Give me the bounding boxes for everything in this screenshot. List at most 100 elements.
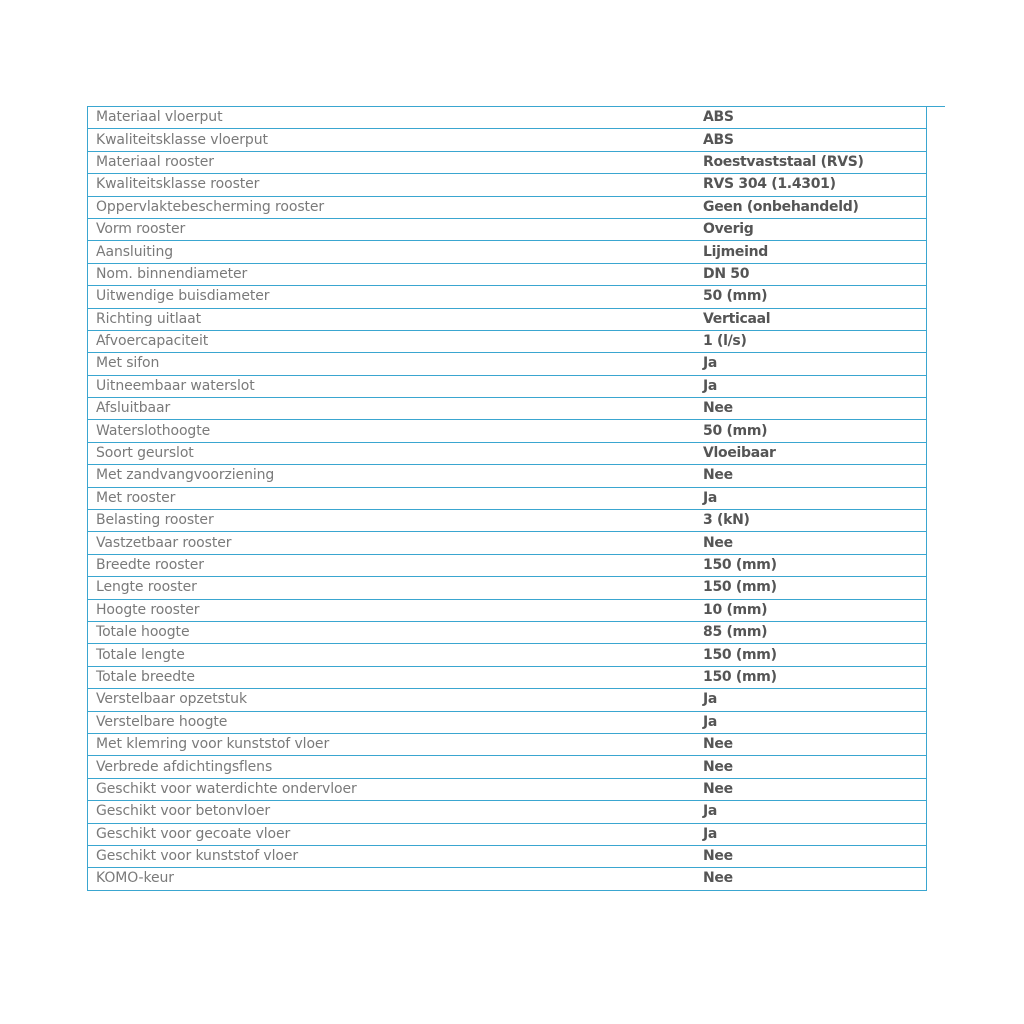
spec-label: KOMO-keur	[87, 867, 695, 891]
spec-value: Nee	[695, 755, 927, 779]
spec-value: 150 (mm)	[695, 643, 927, 667]
spec-value: Nee	[695, 464, 927, 488]
spec-label: Met klemring voor kunststof vloer	[87, 732, 695, 756]
spec-row: Aansluiting Lijmeind	[87, 240, 927, 264]
spec-label: Geschikt voor betonvloer	[87, 800, 695, 823]
spec-label: Verstelbare hoogte	[87, 710, 695, 734]
spec-value: 3 (kN)	[695, 509, 927, 532]
spec-row: Uitwendige buisdiameter 50 (mm)	[87, 285, 927, 309]
spec-label: Geschikt voor kunststof vloer	[87, 844, 695, 868]
specifications-table: Materiaal vloerput ABS Kwaliteitsklasse vl…	[87, 105, 927, 891]
spec-row: Richting uitlaat Verticaal	[87, 307, 927, 331]
spec-label: Verstelbaar opzetstuk	[87, 688, 695, 712]
spec-row: Waterslothoogte 50 (mm)	[87, 419, 927, 443]
spec-value: 50 (mm)	[695, 419, 927, 443]
spec-row: Met rooster Ja	[87, 486, 927, 510]
spec-value: Nee	[695, 531, 927, 555]
spec-value: Ja	[695, 800, 927, 823]
spec-value: Nee	[695, 777, 927, 801]
spec-label: Uitwendige buisdiameter	[87, 285, 695, 309]
spec-row: Geschikt voor kunststof vloer Nee	[87, 844, 927, 868]
spec-value: Ja	[695, 374, 927, 398]
spec-value: Roestvaststaal (RVS)	[695, 150, 927, 174]
spec-label: Soort geurslot	[87, 441, 695, 465]
spec-row: Kwaliteitsklasse vloerput ABS	[87, 128, 927, 152]
spec-label: Kwaliteitsklasse rooster	[87, 173, 695, 197]
spec-value: Overig	[695, 217, 927, 241]
spec-row: Met klemring voor kunststof vloer Nee	[87, 732, 927, 756]
spec-label: Oppervlaktebescherming rooster	[87, 195, 695, 219]
spec-row: Breedte rooster 150 (mm)	[87, 553, 927, 577]
spec-row: Totale breedte 150 (mm)	[87, 665, 927, 689]
spec-label: Kwaliteitsklasse vloerput	[87, 128, 695, 152]
spec-value: Lijmeind	[695, 240, 927, 264]
spec-value: 1 (l/s)	[695, 329, 927, 353]
spec-value: 150 (mm)	[695, 665, 927, 689]
spec-row: Afsluitbaar Nee	[87, 397, 927, 420]
spec-row: KOMO-keur Nee	[87, 867, 927, 891]
spec-label: Lengte rooster	[87, 576, 695, 600]
spec-row: Afvoercapaciteit 1 (l/s)	[87, 329, 927, 353]
spec-value: Ja	[695, 822, 927, 846]
spec-row: Vorm rooster Overig	[87, 217, 927, 241]
spec-row: Oppervlaktebescherming rooster Geen (onbe…	[87, 195, 927, 219]
spec-row: Totale hoogte 85 (mm)	[87, 620, 927, 644]
spec-row: Belasting rooster 3 (kN)	[87, 509, 927, 532]
spec-row: Kwaliteitsklasse rooster RVS 304 (1.4301)	[87, 173, 927, 197]
spec-row: Met sifon Ja	[87, 352, 927, 376]
spec-row: Nom. binnendiameter DN 50	[87, 262, 927, 286]
spec-row: Lengte rooster 150 (mm)	[87, 576, 927, 600]
spec-value: 85 (mm)	[695, 620, 927, 644]
spec-value: 150 (mm)	[695, 576, 927, 600]
spec-label: Hoogte rooster	[87, 598, 695, 622]
spec-value: Nee	[695, 844, 927, 868]
spec-value: ABS	[695, 105, 927, 129]
spec-label: Breedte rooster	[87, 553, 695, 577]
spec-label: Afvoercapaciteit	[87, 329, 695, 353]
spec-row: Hoogte rooster 10 (mm)	[87, 598, 927, 622]
spec-row: Geschikt voor gecoate vloer Ja	[87, 822, 927, 846]
spec-label: Verbrede afdichtingsflens	[87, 755, 695, 779]
spec-label: Geschikt voor gecoate vloer	[87, 822, 695, 846]
spec-label: Met sifon	[87, 352, 695, 376]
spec-value: ABS	[695, 128, 927, 152]
spec-value: Geen (onbehandeld)	[695, 195, 927, 219]
spec-row: Uitneembaar waterslot Ja	[87, 374, 927, 398]
spec-label: Vorm rooster	[87, 217, 695, 241]
spec-label: Totale lengte	[87, 643, 695, 667]
spec-row: Vastzetbaar rooster Nee	[87, 531, 927, 555]
spec-row: Met zandvangvoorziening Nee	[87, 464, 927, 488]
spec-value: Ja	[695, 688, 927, 712]
spec-row: Materiaal rooster Roestvaststaal (RVS)	[87, 150, 927, 174]
spec-row: Verstelbare hoogte Ja	[87, 710, 927, 734]
spec-label: Belasting rooster	[87, 509, 695, 532]
spec-label: Totale hoogte	[87, 620, 695, 644]
spec-row: Materiaal vloerput ABS	[87, 105, 927, 129]
spec-row: Verbrede afdichtingsflens Nee	[87, 755, 927, 779]
spec-label: Nom. binnendiameter	[87, 262, 695, 286]
spec-label: Waterslothoogte	[87, 419, 695, 443]
spec-value: 50 (mm)	[695, 285, 927, 309]
spec-value: Vloeibaar	[695, 441, 927, 465]
spec-value: Verticaal	[695, 307, 927, 331]
spec-row: Totale lengte 150 (mm)	[87, 643, 927, 667]
spec-value: Ja	[695, 486, 927, 510]
spec-label: Materiaal rooster	[87, 150, 695, 174]
spec-label: Materiaal vloerput	[87, 105, 695, 129]
spec-label: Richting uitlaat	[87, 307, 695, 331]
spec-value: Ja	[695, 710, 927, 734]
spec-value: Nee	[695, 732, 927, 756]
spec-label: Met rooster	[87, 486, 695, 510]
spec-label: Afsluitbaar	[87, 397, 695, 420]
spec-row: Verstelbaar opzetstuk Ja	[87, 688, 927, 712]
spec-value: Ja	[695, 352, 927, 376]
spec-label: Uitneembaar waterslot	[87, 374, 695, 398]
spec-value: 10 (mm)	[695, 598, 927, 622]
spec-label: Aansluiting	[87, 240, 695, 264]
spec-label: Met zandvangvoorziening	[87, 464, 695, 488]
spec-value: Nee	[695, 867, 927, 891]
spec-value: DN 50	[695, 262, 927, 286]
spec-label: Vastzetbaar rooster	[87, 531, 695, 555]
spec-value: Nee	[695, 397, 927, 420]
spec-row: Soort geurslot Vloeibaar	[87, 441, 927, 465]
